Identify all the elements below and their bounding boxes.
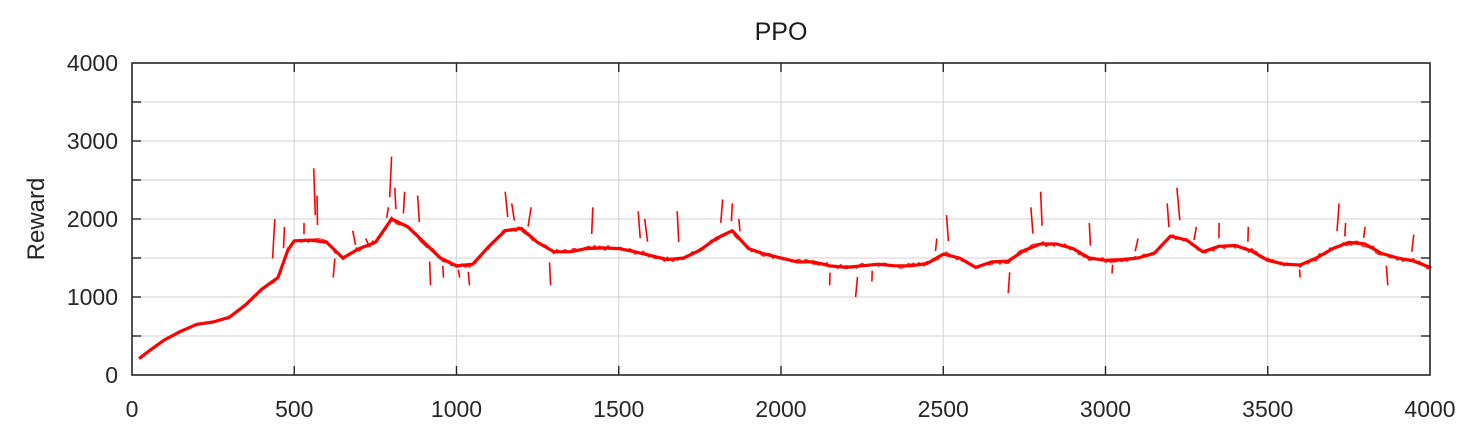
reward-spike — [1344, 222, 1347, 237]
reward-spike — [730, 203, 734, 222]
reward-spike — [854, 277, 859, 298]
grid-lines — [132, 63, 1430, 375]
x-tick-label: 3000 — [1080, 396, 1131, 422]
reward-spike — [720, 199, 724, 223]
reward-spike — [332, 258, 336, 278]
x-tick-label: 2500 — [918, 396, 969, 422]
reward-spike — [738, 218, 741, 232]
x-tick-label: 0 — [126, 396, 139, 422]
x-axis-tick-labels: 0 500 1000 1500 2000 2500 3000 3500 4000 — [126, 396, 1456, 422]
reward-spike — [282, 226, 286, 248]
reward-spike — [1166, 203, 1170, 227]
reward-spike — [1007, 272, 1011, 294]
reward-spike — [1298, 269, 1301, 278]
reward-spike — [385, 207, 390, 219]
reward-spike — [934, 238, 938, 252]
reward-spike — [416, 195, 421, 223]
reward-spike — [1039, 191, 1043, 226]
reward-spike — [1111, 264, 1114, 274]
reward-spike — [388, 156, 393, 198]
y-axis-label: Reward — [23, 178, 50, 261]
x-tick-label: 3500 — [1242, 396, 1293, 422]
reward-spike — [1362, 226, 1366, 239]
reward-spike — [467, 271, 471, 286]
y-tick-label: 1000 — [67, 284, 118, 310]
reward-spike — [402, 191, 406, 214]
reward-spike — [637, 211, 641, 239]
x-tick-label: 2000 — [755, 396, 806, 422]
reward-spike — [1088, 222, 1092, 246]
axis-ticks — [132, 63, 1430, 375]
reward-spike — [364, 238, 369, 244]
y-tick-label: 3000 — [67, 128, 118, 154]
reward-spike — [271, 218, 276, 259]
reward-spike — [351, 230, 357, 245]
x-tick-label: 500 — [275, 396, 313, 422]
reward-spike — [1134, 238, 1139, 252]
y-tick-label: 2000 — [67, 206, 118, 232]
y-axis-tick-labels: 0 1000 2000 3000 4000 — [67, 50, 118, 388]
reward-spike — [1385, 265, 1389, 286]
data-series — [138, 156, 1432, 360]
reward-spike — [457, 269, 461, 278]
reward-spike — [312, 168, 317, 216]
reward-spike — [1176, 187, 1181, 221]
reward-spike — [510, 203, 516, 221]
reward-spike — [504, 191, 509, 218]
reward-spike — [428, 261, 432, 286]
x-tick-label: 4000 — [1404, 396, 1455, 422]
reward-spike — [394, 187, 397, 210]
smoothed-reward-line — [138, 217, 1432, 360]
x-tick-label: 1500 — [593, 396, 644, 422]
reward-spike — [676, 211, 680, 243]
reward-spike — [945, 215, 950, 242]
reward-spike — [1336, 203, 1340, 232]
reward-spike — [527, 207, 532, 227]
chart-title: PPO — [755, 18, 808, 46]
y-tick-label: 0 — [105, 362, 118, 388]
reward-spike — [548, 262, 552, 286]
reward-spike — [1411, 234, 1415, 252]
y-tick-label: 4000 — [67, 50, 118, 76]
reward-spike — [442, 265, 445, 278]
x-tick-label: 1000 — [431, 396, 482, 422]
reward-spike — [1030, 207, 1034, 234]
reward-spike — [316, 195, 319, 226]
reward-spike — [590, 207, 594, 235]
reward-spike — [643, 218, 649, 242]
reward-spike — [1193, 226, 1198, 241]
